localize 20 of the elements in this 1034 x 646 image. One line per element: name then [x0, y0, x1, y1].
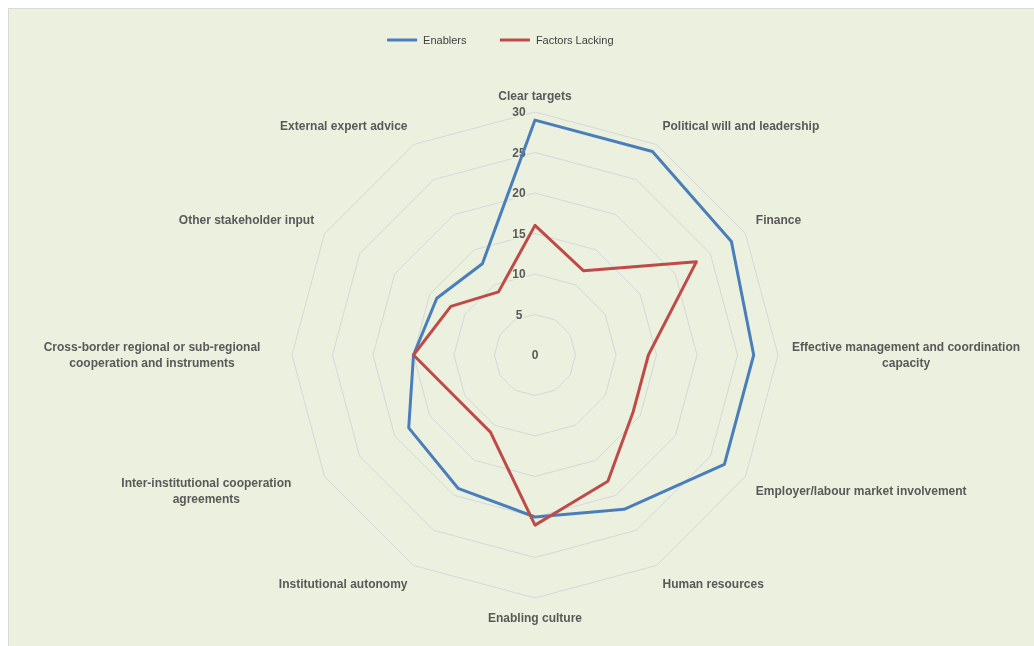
- spoke-label: Effective management and coordination capacity: [792, 340, 1021, 370]
- spoke-label: Cross-border regional or sub-regional cooperation and instruments: [43, 340, 261, 370]
- y-tick-label: 30: [512, 105, 526, 119]
- spoke-label: Institutional autonomy: [278, 576, 408, 591]
- y-tick-label: 10: [512, 267, 526, 281]
- legend-label: Enablers: [423, 34, 468, 46]
- y-tick-label: 0: [531, 348, 539, 362]
- y-tick-label: 20: [512, 186, 526, 200]
- spoke-label: Other stakeholder input: [178, 212, 315, 227]
- spoke-label: Clear targets: [498, 89, 572, 103]
- spoke-label: Political will and leadership: [662, 119, 820, 134]
- spoke-label: Inter-institutional cooperation agreements: [121, 475, 292, 506]
- y-tick-label: 15: [512, 226, 526, 241]
- spoke-label: Enabling culture: [487, 611, 583, 625]
- spoke-label: Finance: [755, 212, 802, 227]
- spoke-label: External expert advice: [280, 119, 408, 134]
- spoke-label: Human resources: [662, 576, 765, 591]
- spoke-label: Employer/labour market involvement: [755, 483, 967, 498]
- legend-label: Factors Lacking: [535, 34, 614, 46]
- y-tick-label: 5: [515, 307, 523, 322]
